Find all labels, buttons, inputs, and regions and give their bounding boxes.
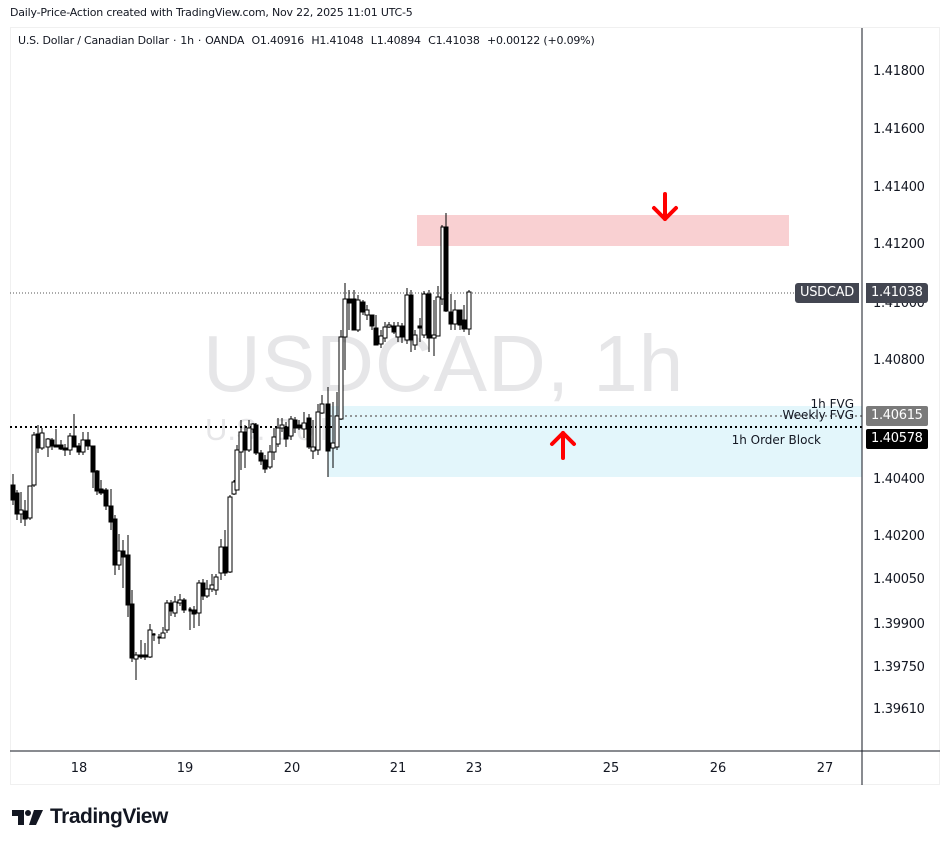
- arrow-up-icon: [550, 431, 576, 460]
- price-axis-label: 1.39900: [873, 617, 925, 632]
- chart-credit: Daily-Price-Action created with TradingV…: [10, 6, 413, 19]
- supply-zone: [417, 215, 789, 246]
- legend-exchange: OANDA: [205, 34, 245, 47]
- legend-interval: 1h: [180, 34, 194, 47]
- price-axis-label: 1.40800: [873, 353, 925, 368]
- legend-sep: ·: [197, 34, 202, 47]
- order-block-price-tag: 1.40578: [866, 429, 928, 449]
- demand-zone: [328, 406, 862, 477]
- legend-symbol-name: U.S. Dollar / Canadian Dollar: [18, 34, 169, 47]
- price-axis-label: 1.41600: [873, 122, 925, 137]
- price-axis-label: 1.41800: [873, 64, 925, 79]
- tradingview-logo-text: TradingView: [50, 805, 168, 828]
- tradingview-logo[interactable]: TradingView: [12, 805, 168, 829]
- watermark-ticker: USDCAD, 1h: [203, 319, 685, 408]
- time-axis-label: 26: [709, 761, 727, 776]
- price-axis-label: 1.40050: [873, 572, 925, 587]
- price-axis-label: 1.40400: [873, 472, 925, 487]
- legend-change: +0.00122 (+0.09%): [486, 34, 595, 47]
- price-axis-label: 1.39610: [873, 702, 925, 717]
- last-price-tag: 1.41038: [866, 283, 928, 303]
- time-axis-label: 25: [602, 761, 620, 776]
- time-axis-label: 19: [176, 761, 194, 776]
- zone-label-weekly-fvg: Weekly FVG: [782, 408, 854, 422]
- price-axis-label: 1.40200: [873, 529, 925, 544]
- price-axis-label: 1.41400: [873, 180, 925, 195]
- legend-low: L1.40894: [370, 34, 421, 47]
- time-axis-label: 20: [283, 761, 301, 776]
- time-axis-label: 23: [465, 761, 483, 776]
- zone-label-1h-fvg: 1h FVG: [810, 397, 854, 411]
- symbol-tag: USDCAD: [795, 283, 859, 303]
- time-axis-label: 18: [70, 761, 88, 776]
- price-axis-label: 1.41200: [873, 237, 925, 252]
- price-axis-label: 1.39750: [873, 660, 925, 675]
- legend-close: C1.41038: [428, 34, 480, 47]
- zone-label-1h-order-block: 1h Order Block: [731, 433, 821, 447]
- legend-high: H1.41048: [311, 34, 364, 47]
- symbol-legend[interactable]: U.S. Dollar / Canadian Dollar · 1h · OANDA O…: [18, 34, 599, 47]
- candles: [10, 213, 472, 680]
- legend-sep: ·: [172, 34, 177, 47]
- legend-open: O1.40916: [251, 34, 305, 47]
- tradingview-logo-icon: [12, 810, 43, 825]
- time-axis-label: 21: [389, 761, 407, 776]
- time-axis-label: 27: [816, 761, 834, 776]
- fvg-price-tag: 1.40615: [866, 406, 928, 426]
- arrow-down-icon: [652, 192, 678, 221]
